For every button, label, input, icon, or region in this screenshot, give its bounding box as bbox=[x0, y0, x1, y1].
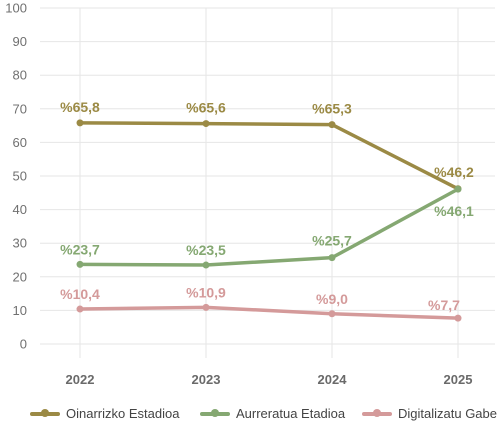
data-label: %10,4 bbox=[60, 286, 100, 302]
legend-swatch bbox=[362, 408, 392, 417]
x-tick-label: 2024 bbox=[318, 372, 348, 387]
x-tick-label: 2023 bbox=[192, 372, 221, 387]
y-tick-label: 50 bbox=[13, 169, 27, 184]
x-tick-label: 2025 bbox=[444, 372, 473, 387]
data-label: %46,1 bbox=[434, 203, 474, 219]
data-point bbox=[202, 120, 210, 128]
x-axis-ticks: 2022 2023 2024 2025 bbox=[66, 372, 473, 387]
data-point bbox=[328, 121, 336, 129]
legend-item-digitalizatu: Digitalizatu Gabe bbox=[362, 406, 497, 421]
y-tick-label: 100 bbox=[5, 1, 27, 16]
y-tick-label: 30 bbox=[13, 236, 27, 251]
data-label: %65,6 bbox=[186, 100, 226, 116]
legend-label: Oinarrizko Estadioa bbox=[66, 406, 180, 421]
data-label: %46,2 bbox=[434, 164, 474, 180]
data-point bbox=[76, 260, 84, 268]
y-tick-label: 60 bbox=[13, 135, 27, 150]
data-label: %7,7 bbox=[428, 297, 460, 313]
data-point bbox=[202, 261, 210, 269]
data-label: %23,7 bbox=[60, 241, 100, 257]
y-tick-label: 40 bbox=[13, 202, 27, 217]
y-axis-ticks: 0 10 20 30 40 50 60 70 80 90 100 bbox=[5, 1, 27, 352]
y-tick-label: 70 bbox=[13, 101, 27, 116]
y-tick-label: 80 bbox=[13, 68, 27, 83]
series-line bbox=[78, 121, 460, 191]
series-line bbox=[78, 305, 460, 320]
y-tick-label: 10 bbox=[13, 303, 27, 318]
legend-item-oinarrizko: Oinarrizko Estadioa bbox=[30, 406, 179, 421]
y-tick-label: 20 bbox=[13, 269, 27, 284]
data-label: %25,7 bbox=[312, 233, 352, 249]
legend-swatch bbox=[30, 408, 60, 417]
legend-label: Aurreratua Etadioa bbox=[236, 406, 346, 421]
data-point bbox=[454, 185, 462, 193]
legend: Oinarrizko Estadioa Aurreratua Etadioa D… bbox=[0, 406, 500, 428]
y-tick-label: 90 bbox=[13, 34, 27, 49]
legend-label: Digitalizatu Gabe bbox=[398, 406, 497, 421]
data-label: %23,5 bbox=[186, 242, 226, 258]
legend-item-aurreratua: Aurreratua Etadioa bbox=[200, 406, 345, 421]
grid-lines bbox=[40, 7, 495, 358]
data-labels: %65,8 %65,6 %65,3 %46,2 %23,7 %23,5 %25,7 %46,1… bbox=[60, 99, 474, 313]
data-point bbox=[202, 303, 210, 311]
x-tick-label: 2022 bbox=[66, 372, 95, 387]
legend-swatch bbox=[200, 408, 230, 417]
series-line bbox=[78, 187, 460, 267]
data-point bbox=[76, 305, 84, 313]
series-lines bbox=[76, 119, 462, 322]
data-point bbox=[328, 310, 336, 318]
data-label: %10,9 bbox=[186, 284, 226, 300]
data-point bbox=[328, 254, 336, 262]
data-label: %9,0 bbox=[316, 291, 348, 307]
data-label: %65,8 bbox=[60, 99, 100, 115]
data-point bbox=[76, 119, 84, 127]
y-tick-label: 0 bbox=[20, 337, 27, 352]
data-point bbox=[454, 314, 462, 322]
data-label: %65,3 bbox=[312, 101, 352, 117]
